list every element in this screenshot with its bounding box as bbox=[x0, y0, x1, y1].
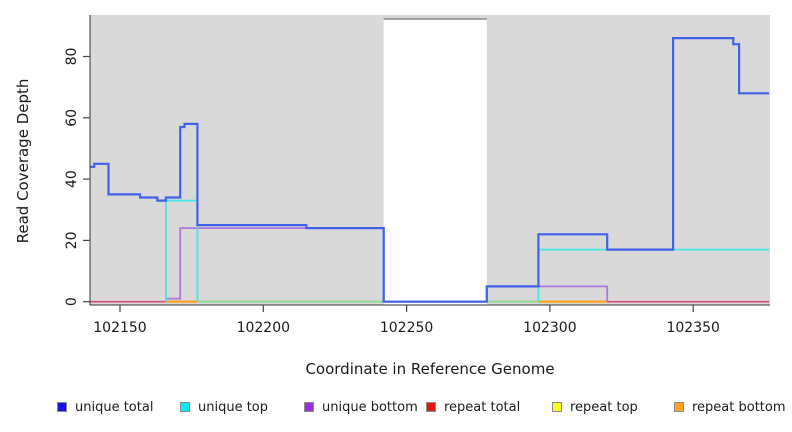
legend-swatch-unique-total bbox=[57, 402, 67, 412]
x-tick-label: 102350 bbox=[666, 320, 719, 336]
y-axis-title: Read Coverage Depth bbox=[14, 78, 32, 244]
legend-label: repeat top bbox=[570, 399, 638, 415]
y-tick-label: 0 bbox=[64, 297, 80, 306]
gap-region bbox=[383, 19, 487, 305]
legend-item-repeat-top: repeat top bbox=[552, 399, 638, 415]
series-unique-top bbox=[164, 199, 199, 302]
legend-item-repeat-bottom: repeat bottom bbox=[674, 399, 786, 415]
legend-label: unique top bbox=[198, 399, 269, 415]
legend-item-unique-bottom: unique bottom bbox=[304, 399, 418, 415]
legend-item-unique-top: unique top bbox=[180, 399, 269, 415]
x-axis-title: Coordinate in Reference Genome bbox=[305, 360, 555, 378]
y-tick-label: 80 bbox=[64, 48, 80, 66]
coverage-plot: 102150 102200 102250 102300 102350 0 20 40 60 80 bbox=[64, 15, 770, 336]
series-unique-total bbox=[90, 36, 770, 303]
y-tick-label: 60 bbox=[64, 109, 80, 127]
legend-item-unique-total: unique total bbox=[57, 399, 154, 415]
legend-swatch-unique-bottom bbox=[304, 402, 314, 412]
legend-label: unique bottom bbox=[322, 399, 418, 415]
x-tick-label: 102250 bbox=[380, 320, 433, 336]
legend-label: repeat total bbox=[444, 399, 521, 415]
x-tick-label: 102150 bbox=[93, 320, 146, 336]
x-tick-label: 102300 bbox=[523, 320, 576, 336]
legend-item-repeat-total: repeat total bbox=[426, 399, 521, 415]
x-tick-label: 102200 bbox=[237, 320, 290, 336]
legend-swatch-repeat-total bbox=[426, 402, 436, 412]
legend-swatch-repeat-bottom bbox=[674, 402, 684, 412]
y-tick-label: 40 bbox=[64, 170, 80, 188]
legend-label: unique total bbox=[75, 399, 154, 415]
legend-swatch-repeat-top bbox=[552, 402, 562, 412]
legend-swatch-unique-top bbox=[180, 402, 190, 412]
legend-label: repeat bottom bbox=[692, 399, 786, 415]
y-tick-label: 20 bbox=[64, 231, 80, 249]
